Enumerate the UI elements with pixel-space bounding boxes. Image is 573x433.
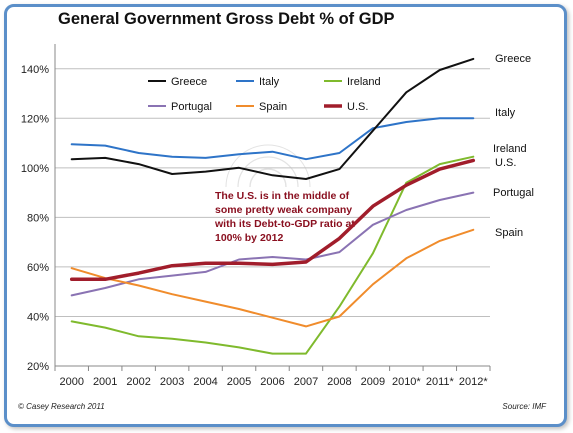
legend-label: Greece [171, 76, 207, 88]
end-label: Greece [495, 53, 531, 65]
x-tick-label: 2001 [93, 376, 117, 388]
y-tick-label: 20% [27, 361, 49, 373]
y-tick-label: 80% [27, 212, 49, 224]
x-tick-label: 2012* [459, 376, 488, 388]
series-line-spain [70, 228, 475, 328]
legend-label: Ireland [347, 76, 381, 88]
x-tick-label: 2007 [294, 376, 318, 388]
legend-label: Italy [259, 76, 280, 88]
series-line-us [69, 158, 476, 282]
y-tick-label: 60% [27, 262, 49, 274]
y-tick-label: 40% [27, 311, 49, 323]
legend-label: U.S. [347, 101, 368, 113]
x-tick-label: 2011* [426, 376, 455, 388]
credit-left: © Casey Research 2011 [18, 402, 105, 411]
series-line-ireland [70, 155, 475, 355]
x-tick-label: 2010* [392, 376, 421, 388]
x-tick-label: 2003 [160, 376, 184, 388]
end-label: Spain [495, 227, 523, 239]
annotation-line: 100% by 2012 [215, 232, 283, 244]
x-tick-label: 2008 [327, 376, 351, 388]
series-line-greece [70, 57, 475, 180]
x-tick-label: 2005 [227, 376, 251, 388]
watermark-arc [249, 168, 287, 188]
x-tick-label: 2009 [361, 376, 385, 388]
chart-frame [4, 4, 567, 427]
annotation-line: with its Debt-to-GDP ratio at [214, 218, 355, 230]
chart-title: General Government Gross Debt % of GDP [58, 10, 395, 28]
credit-right: Source: IMF [502, 402, 547, 411]
series-line-portugal [70, 191, 475, 297]
series-line-italy [70, 117, 475, 161]
end-label: Italy [495, 107, 516, 119]
annotation-line: some pretty weak company [215, 204, 352, 216]
legend-label: Portugal [171, 101, 212, 113]
x-tick-label: 2004 [193, 376, 217, 388]
y-tick-label: 140% [21, 64, 49, 76]
annotation-line: The U.S. is in the middle of [215, 190, 350, 202]
y-tick-label: 100% [21, 163, 49, 175]
x-tick-label: 2002 [126, 376, 150, 388]
x-tick-label: 2000 [59, 376, 83, 388]
x-tick-label: 2006 [260, 376, 284, 388]
watermark-arc [237, 156, 299, 188]
end-label: Ireland [493, 143, 527, 155]
y-tick-label: 120% [21, 113, 49, 125]
end-label: U.S. [495, 157, 516, 169]
end-label: Portugal [493, 187, 534, 199]
legend-label: Spain [259, 101, 287, 113]
